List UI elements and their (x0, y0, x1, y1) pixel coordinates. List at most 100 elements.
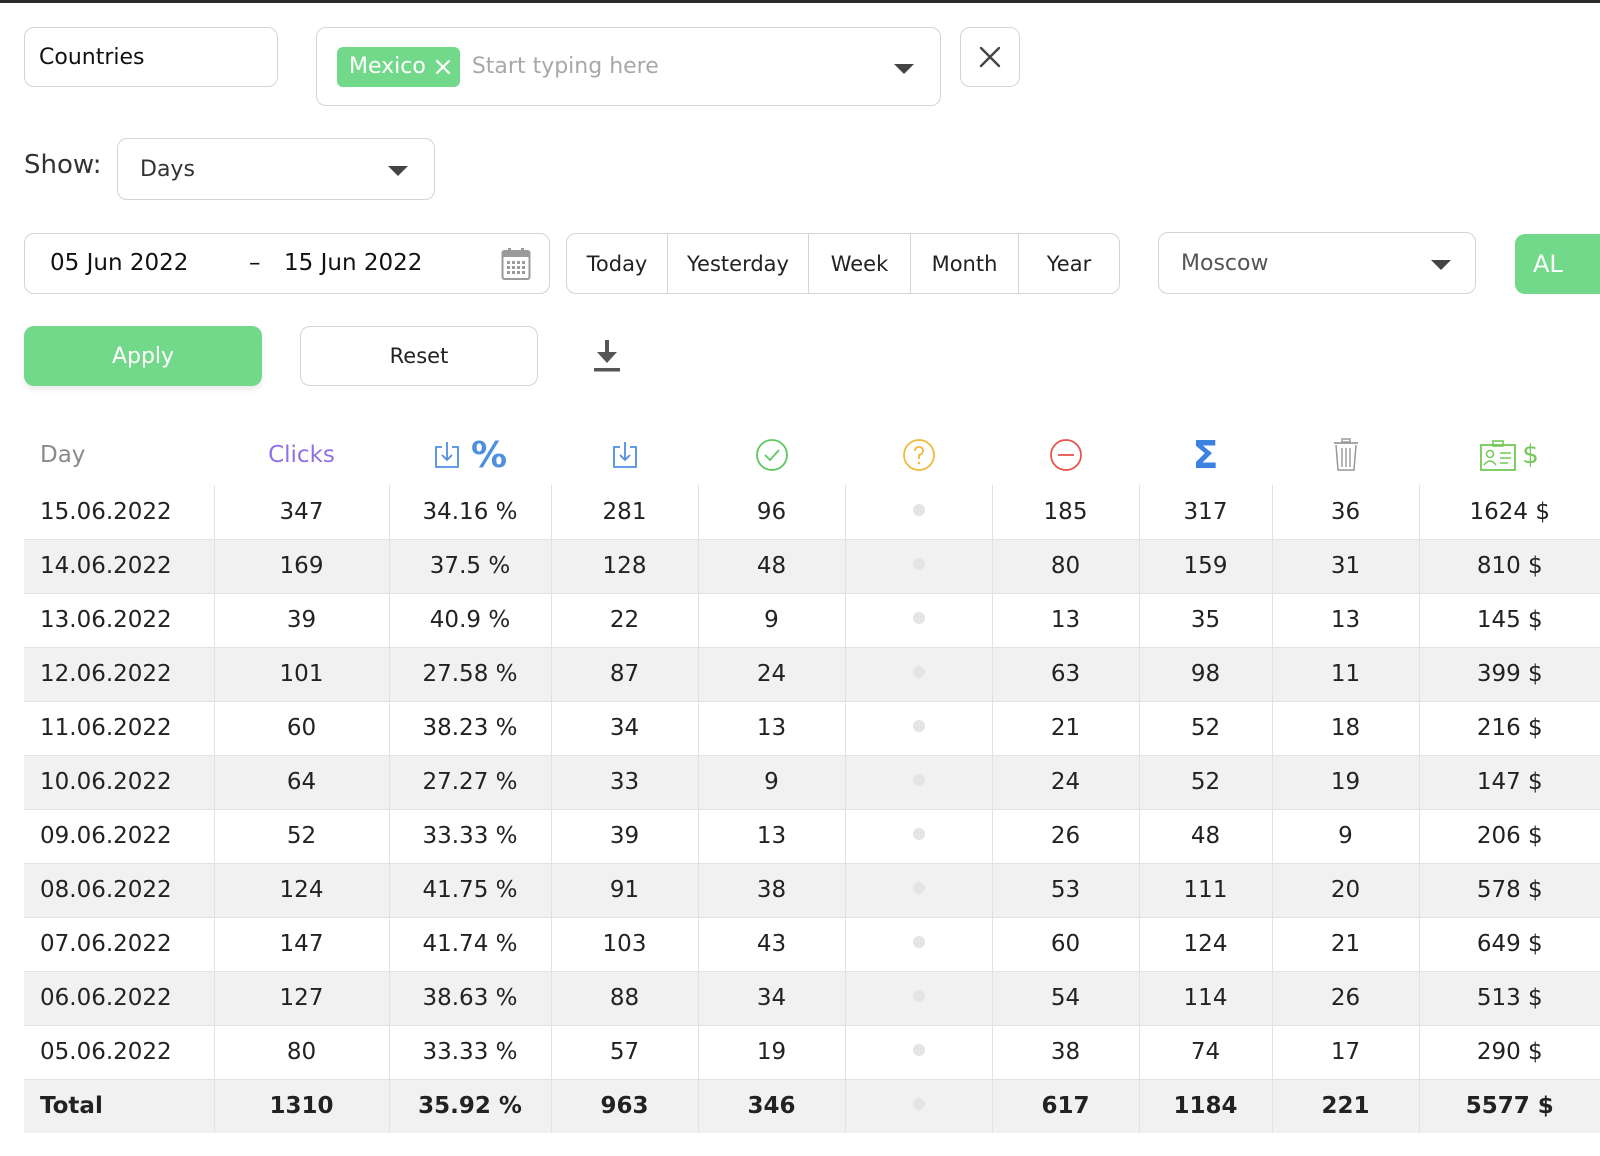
cell-downloads: 963 (551, 1079, 699, 1133)
timezone-value: Moscow (1181, 250, 1269, 276)
cell-downloads: 33 (551, 755, 699, 810)
column-header-conversion-rate[interactable]: % (389, 425, 551, 485)
cell-pending (845, 809, 993, 864)
cell-clicks: 101 (214, 647, 390, 702)
pending-dot-icon (912, 828, 925, 840)
cell-clicks: 39 (214, 593, 390, 648)
country-tag-input[interactable]: Mexico Start typing here (316, 27, 941, 106)
table-row[interactable]: 13.06.2022 39 40.9 % 22 9 13 35 13 145 $ (24, 593, 1600, 648)
chevron-down-icon (1431, 260, 1451, 270)
apply-button[interactable]: Apply (24, 326, 262, 386)
pending-dot-icon (912, 503, 925, 516)
cell-approved: 38 (698, 863, 846, 918)
cell-approved: 346 (698, 1079, 846, 1133)
table-row[interactable]: 10.06.2022 64 27.27 % 33 9 24 52 19 147 $ (24, 755, 1600, 810)
period-week-button[interactable]: Week (809, 234, 911, 293)
cell-rejected: 80 (992, 539, 1140, 594)
cell-pending (845, 647, 993, 702)
column-header-pending[interactable] (845, 425, 992, 485)
cell-conversion-rate: 27.58 % (389, 647, 552, 702)
table-row[interactable]: 12.06.2022 101 27.58 % 87 24 63 98 11 399 $ (24, 647, 1600, 702)
cell-revenue: 5577 $ (1419, 1079, 1600, 1133)
cell-pending (845, 485, 993, 540)
selected-tag: Mexico (337, 46, 460, 87)
pending-dot-icon (912, 774, 925, 786)
cell-revenue: 578 $ (1419, 863, 1600, 918)
date-to[interactable]: 15 Jun 2022 (284, 250, 423, 276)
column-header-downloads[interactable] (551, 425, 698, 485)
table-row[interactable]: 05.06.2022 80 33.33 % 57 19 38 74 17 290 $ (24, 1025, 1600, 1080)
cell-day: 07.06.2022 (24, 917, 215, 972)
period-today-button[interactable]: Today (567, 234, 668, 293)
period-year-button[interactable]: Year (1046, 251, 1092, 276)
cell-pending (845, 863, 993, 918)
show-label: Show: (24, 150, 102, 180)
period-month-button[interactable]: Month (911, 234, 1019, 293)
table-row[interactable]: 14.06.2022 169 37.5 % 128 48 80 159 31 810 $ (24, 539, 1600, 594)
cell-day: Total (24, 1079, 215, 1133)
column-header-clicks[interactable]: Clicks (268, 442, 335, 468)
cell-deleted: 36 (1272, 485, 1420, 540)
cell-downloads: 34 (551, 701, 699, 756)
filter-field-select[interactable]: Countries (24, 27, 278, 87)
pending-dot-icon (912, 666, 925, 678)
column-header-rejected[interactable] (992, 425, 1139, 485)
sigma-icon: Σ (1192, 433, 1219, 477)
cell-day: 08.06.2022 (24, 863, 215, 918)
cell-sum: 111 (1139, 863, 1273, 918)
cell-deleted: 31 (1272, 539, 1420, 594)
period-yesterday-button[interactable]: Yesterday (668, 234, 809, 293)
clear-filter-button[interactable] (960, 27, 1020, 87)
cell-approved: 9 (698, 593, 846, 648)
cell-rejected: 21 (992, 701, 1140, 756)
table-row[interactable]: 06.06.2022 127 38.63 % 88 34 54 114 26 513 $ (24, 971, 1600, 1026)
calendar-icon[interactable] (501, 247, 531, 281)
table-row[interactable]: 15.06.2022 347 34.16 % 281 96 185 317 36 1624 $ (24, 485, 1600, 540)
cell-conversion-rate: 34.16 % (389, 485, 552, 540)
column-header-day[interactable]: Day (40, 442, 86, 468)
cell-revenue: 145 $ (1419, 593, 1600, 648)
table-total-row[interactable]: Total 1310 35.92 % 963 346 617 1184 221 5577 $ (24, 1079, 1600, 1133)
cell-pending (845, 539, 993, 594)
cell-revenue: 810 $ (1419, 539, 1600, 594)
column-header-revenue[interactable]: $ (1419, 425, 1600, 485)
cell-conversion-rate: 40.9 % (389, 593, 552, 648)
cell-revenue: 1624 $ (1419, 485, 1600, 540)
pending-dot-icon (912, 1098, 925, 1111)
cell-pending (845, 971, 993, 1026)
reset-button[interactable]: Reset (300, 326, 538, 386)
column-header-deleted[interactable] (1272, 425, 1419, 485)
download-icon[interactable] (592, 338, 622, 374)
pending-dot-icon (912, 882, 925, 894)
cell-rejected: 63 (992, 647, 1140, 702)
cell-clicks: 169 (214, 539, 390, 594)
cell-downloads: 88 (551, 971, 699, 1026)
table-row[interactable]: 08.06.2022 124 41.75 % 91 38 53 111 20 578 $ (24, 863, 1600, 918)
cell-conversion-rate: 33.33 % (389, 1025, 552, 1080)
show-select[interactable]: Days (117, 138, 435, 200)
cell-sum: 124 (1139, 917, 1273, 972)
date-from[interactable]: 05 Jun 2022 (50, 250, 189, 276)
cell-day: 11.06.2022 (24, 701, 215, 756)
tag-input-placeholder[interactable]: Start typing here (471, 54, 659, 79)
cell-revenue: 399 $ (1419, 647, 1600, 702)
cell-conversion-rate: 37.5 % (389, 539, 552, 594)
tag-remove-icon[interactable] (434, 58, 452, 76)
cell-day: 09.06.2022 (24, 809, 215, 864)
cell-clicks: 52 (214, 809, 390, 864)
all-button[interactable]: AL (1515, 234, 1600, 294)
cell-approved: 48 (698, 539, 846, 594)
chevron-down-icon[interactable] (894, 64, 914, 74)
table-row[interactable]: 11.06.2022 60 38.23 % 34 13 21 52 18 216 $ (24, 701, 1600, 756)
cell-rejected: 60 (992, 917, 1140, 972)
cell-approved: 43 (698, 917, 846, 972)
cell-day: 15.06.2022 (24, 485, 215, 540)
table-row[interactable]: 09.06.2022 52 33.33 % 39 13 26 48 9 206 $ (24, 809, 1600, 864)
cell-clicks: 124 (214, 863, 390, 918)
table-row[interactable]: 07.06.2022 147 41.74 % 103 43 60 124 21 649 $ (24, 917, 1600, 972)
cell-conversion-rate: 41.75 % (389, 863, 552, 918)
column-header-approved[interactable] (698, 425, 845, 485)
timezone-select[interactable]: Moscow (1158, 232, 1476, 294)
column-header-sum[interactable]: Σ (1139, 425, 1272, 485)
date-range-picker[interactable]: 05 Jun 2022 – 15 Jun 2022 (24, 233, 550, 294)
